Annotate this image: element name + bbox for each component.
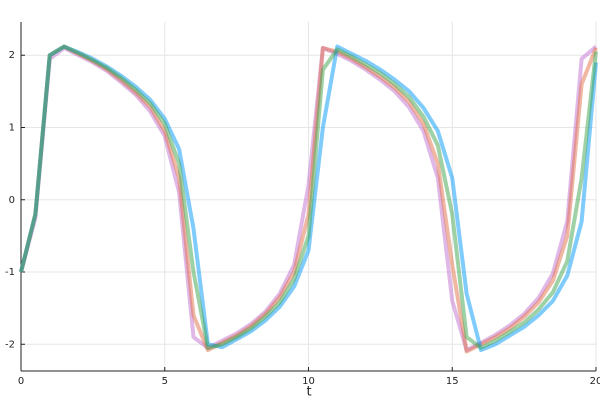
x-tick-label: 0 <box>18 376 24 387</box>
y-tick-label: -2 <box>5 339 15 350</box>
x-tick-label: 10 <box>302 376 315 387</box>
x-axis-label: t <box>306 385 311 400</box>
y-tick-label: 1 <box>9 122 15 133</box>
x-tick-label: 5 <box>162 376 168 387</box>
y-tick-label: 0 <box>9 195 15 206</box>
x-tick-label: 20 <box>590 376 600 387</box>
y-tick-label: -1 <box>5 267 15 278</box>
series-line <box>19 44 598 350</box>
x-tick-label: 15 <box>446 376 459 387</box>
y-tick-label: 2 <box>9 50 15 61</box>
